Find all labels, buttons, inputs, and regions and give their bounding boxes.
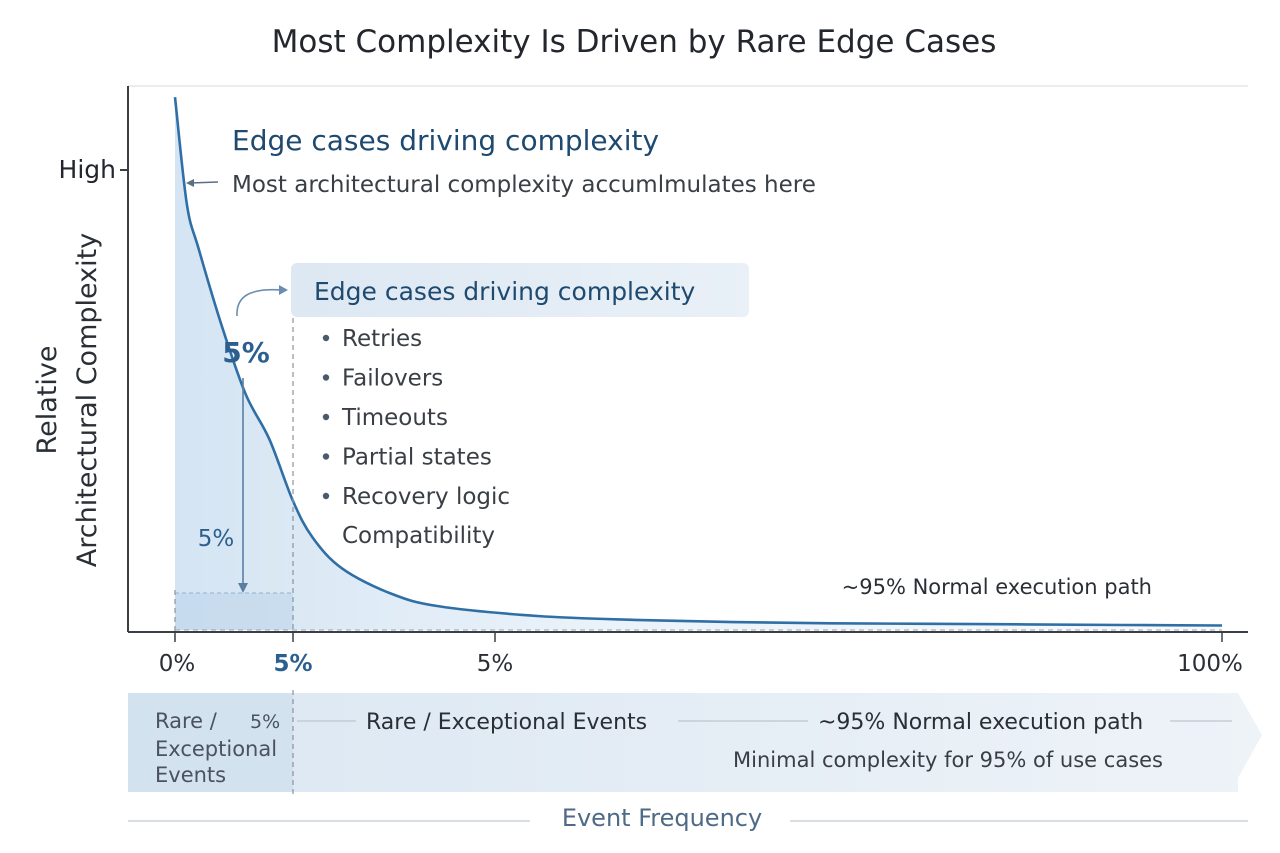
normal-path-label: ~95% Normal execution path [842, 575, 1152, 599]
edge-cases-list-item: Timeouts [341, 405, 448, 431]
edge-cases-list-extra: Compatibility [342, 523, 495, 549]
edge-cases-heading: Edge cases driving complexity [232, 124, 659, 157]
x-tick-label-100: 100% [1177, 651, 1243, 677]
band-left-line2: Exceptional [155, 737, 277, 761]
complexity-curve [173, 97, 1223, 627]
x-tick-label-5: 5% [273, 651, 312, 677]
edge-cases-list-bullet [322, 413, 330, 421]
edge-cases-list-item: Retries [342, 326, 422, 352]
edge-cases-list: Retries Failovers Timeouts Partial states Re… [322, 326, 510, 510]
y-tick-high-label: High [59, 155, 116, 184]
frequency-band-rare-segment [128, 693, 293, 792]
x-axis-label: Event Frequency [562, 804, 762, 832]
y-axis-label: Relative Architectural Complexity [32, 233, 103, 567]
edge-cases-box-header [291, 263, 749, 317]
frequency-band [128, 693, 1262, 792]
edge-pointer-arrowhead [186, 179, 194, 187]
complexity-area [175, 97, 1222, 630]
box-pointer-arrowhead [279, 285, 288, 295]
x-tick-label-5b: 5% [477, 651, 514, 677]
band-left-line1: Rare / [155, 709, 218, 733]
y-axis-label-line1: Relative [32, 346, 63, 455]
chart-title: Most Complexity Is Driven by Rare Edge C… [272, 24, 997, 60]
band-left-line3: Events [155, 763, 226, 787]
five-percent-down-arrowhead [238, 583, 248, 593]
y-axis-label-line2: Architectural Complexity [72, 233, 103, 567]
edge-cases-list-bullet [322, 453, 330, 460]
edge-cases-subtitle: Most architectural complexity accumlmula… [232, 172, 816, 198]
five-percent-small-label: 5% [198, 526, 235, 552]
edge-cases-list-item: Partial states [342, 445, 492, 471]
band-right-label: ~95% Normal execution path [818, 710, 1143, 735]
band-left-pct: 5% [250, 711, 280, 733]
band-right-sublabel: Minimal complexity for 95% of use cases [733, 748, 1163, 772]
edge-case-region [175, 593, 293, 630]
edge-cases-list-bullet [322, 374, 330, 381]
x-tick-label-0: 0% [159, 651, 196, 677]
five-percent-big-label: 5% [222, 336, 270, 369]
edge-cases-list-bullet [322, 334, 330, 342]
box-pointer-arrow [236, 288, 283, 317]
edge-cases-list-item: Failovers [342, 366, 443, 392]
edge-cases-box-title: Edge cases driving complexity [314, 277, 695, 306]
edge-cases-list-bullet [322, 492, 330, 500]
edge-pointer-arrow [189, 181, 219, 184]
band-middle-label: Rare / Exceptional Events [366, 710, 647, 735]
edge-cases-list-item: Recovery logic [342, 484, 510, 510]
